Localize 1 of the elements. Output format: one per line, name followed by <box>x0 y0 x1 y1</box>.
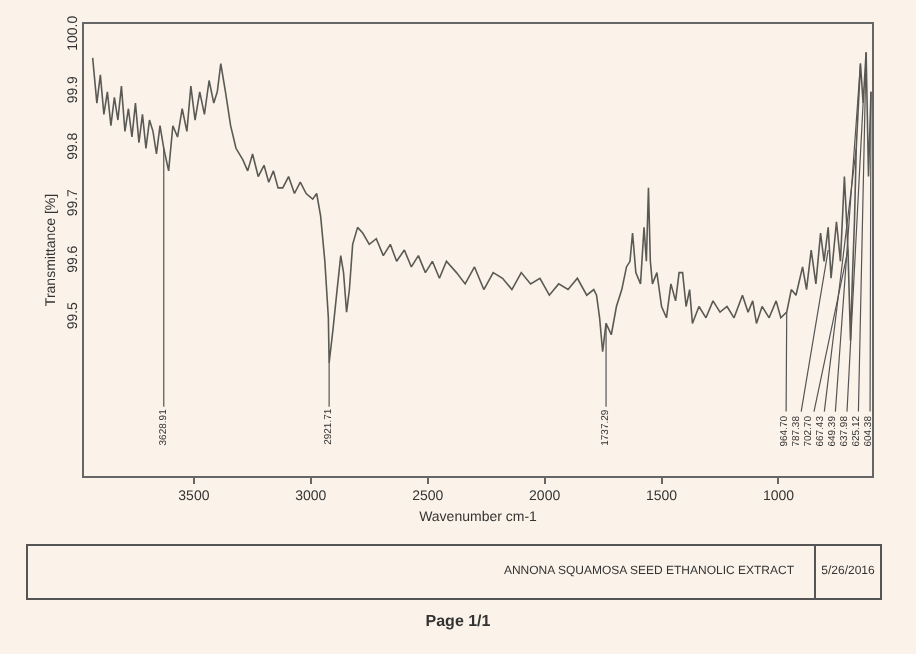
text: Page 1/1 <box>423 612 493 630</box>
